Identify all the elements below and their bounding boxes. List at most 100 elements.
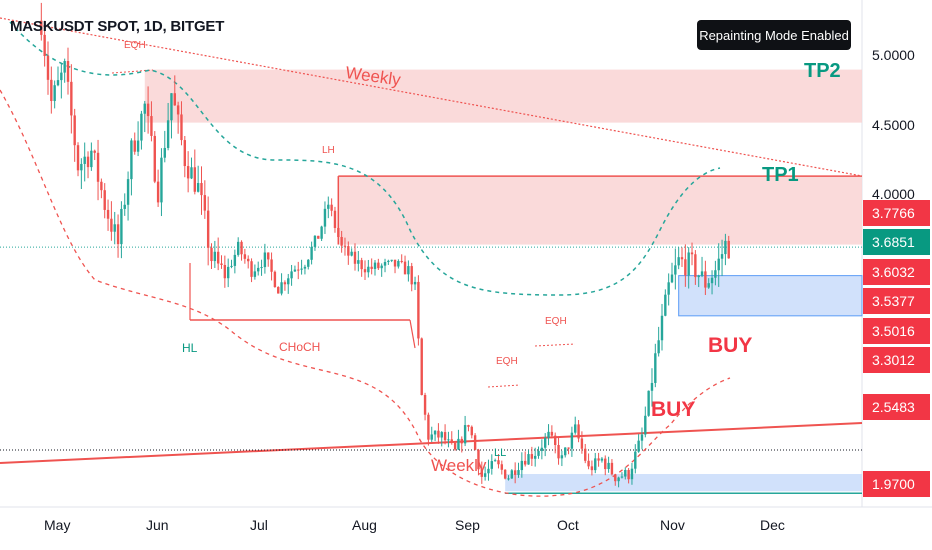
candle-body: [257, 267, 260, 272]
candle-body: [250, 261, 253, 277]
candle-body: [43, 34, 46, 57]
candle-body: [390, 259, 393, 261]
tp1-label: TP1: [762, 164, 799, 186]
candle-body: [463, 425, 467, 444]
candle-body: [470, 426, 473, 436]
candle-body: [650, 382, 654, 391]
candle-body: [527, 454, 530, 465]
candle-body: [600, 458, 604, 461]
candle-body: [196, 183, 200, 192]
candle-body: [60, 72, 63, 81]
candle-body: [577, 424, 580, 439]
ll-label: LL: [494, 447, 507, 459]
choch-label: CHoCH: [279, 340, 321, 354]
candle-body: [370, 266, 373, 269]
x-tick-aug: Aug: [352, 517, 377, 533]
eqh-label-top: EQH: [124, 40, 146, 51]
candle-body: [550, 431, 554, 436]
candle-body: [213, 251, 217, 262]
candle-body: [156, 181, 160, 203]
candle-body: [333, 210, 337, 228]
candle-body: [543, 437, 547, 448]
candle-body: [233, 254, 237, 266]
candle-body: [700, 271, 704, 276]
weekly-label-lower: Weekly: [431, 456, 487, 475]
candle-body: [554, 435, 557, 446]
candle-body: [450, 439, 453, 443]
candle-body: [427, 414, 430, 440]
candle-body: [73, 115, 76, 146]
candle-body: [397, 260, 400, 267]
candle-body: [674, 265, 677, 275]
candle-body: [193, 167, 197, 192]
candle-body: [480, 469, 483, 477]
zone-demand-border: [678, 275, 863, 317]
candle-body: [176, 105, 180, 115]
price-badge-1-9700: 1.9700: [863, 471, 930, 497]
candle-body: [437, 430, 440, 438]
eqh-top-line: [111, 69, 154, 74]
candle-body: [420, 338, 423, 395]
x-tick-jun: Jun: [146, 517, 169, 533]
candle-body: [413, 281, 417, 285]
candle-body: [513, 470, 517, 475]
candle-body: [433, 430, 437, 435]
zone-supply-1: [338, 176, 863, 245]
candle-body: [103, 190, 106, 210]
candle-body: [440, 432, 443, 438]
candle-body: [383, 262, 387, 266]
candle-body: [467, 425, 470, 427]
candle-body: [270, 259, 273, 272]
candle-body: [664, 294, 667, 316]
candle-body: [380, 265, 383, 269]
repainting-mode-badge: Repainting Mode Enabled: [697, 20, 851, 50]
candle-body: [677, 257, 680, 266]
candle-body: [220, 263, 223, 265]
candle-body: [216, 251, 220, 264]
candle-body: [657, 340, 660, 354]
candle-body: [143, 103, 146, 114]
candle-body: [113, 224, 116, 232]
candle-body: [86, 156, 90, 168]
candle-body: [70, 81, 73, 116]
candle-body: [140, 113, 143, 141]
candle-body: [690, 252, 694, 255]
price-badge-3-7766: 3.7766: [863, 200, 930, 226]
candle-body: [350, 251, 353, 256]
candle-body: [523, 460, 527, 465]
symbol-title: MASKUSDT SPOT, 1D, BITGET: [10, 18, 225, 35]
candle-body: [363, 269, 367, 273]
candle-body: [226, 266, 230, 279]
candle-body: [293, 269, 297, 272]
candle-body: [443, 432, 447, 441]
candle-body: [714, 270, 717, 278]
candle-body: [310, 246, 313, 260]
candle-body: [410, 266, 413, 285]
candle-body: [594, 458, 597, 471]
candle-body: [503, 469, 507, 479]
eqh-sep-line: [487, 384, 521, 388]
candle-body: [417, 281, 420, 339]
candle-body: [530, 454, 534, 459]
candle-body: [430, 434, 433, 440]
candle-body: [50, 79, 53, 102]
candle-body: [567, 447, 570, 449]
candle-body: [614, 474, 617, 482]
candle-body: [90, 150, 93, 168]
candle-body: [83, 156, 86, 164]
candle-body: [247, 258, 250, 262]
candle-body: [460, 438, 463, 444]
candle-body: [517, 470, 520, 475]
candle-body: [313, 235, 317, 247]
candle-body: [46, 56, 50, 80]
candle-body: [727, 240, 730, 259]
candle-body: [260, 267, 263, 269]
candle-body: [76, 145, 80, 171]
candle-body: [136, 140, 140, 152]
candle-body: [230, 265, 233, 267]
x-tick-nov: Nov: [660, 517, 685, 533]
candle-body: [477, 449, 480, 470]
price-badge-3-5016: 3.5016: [863, 318, 930, 344]
candle-body: [323, 208, 327, 227]
